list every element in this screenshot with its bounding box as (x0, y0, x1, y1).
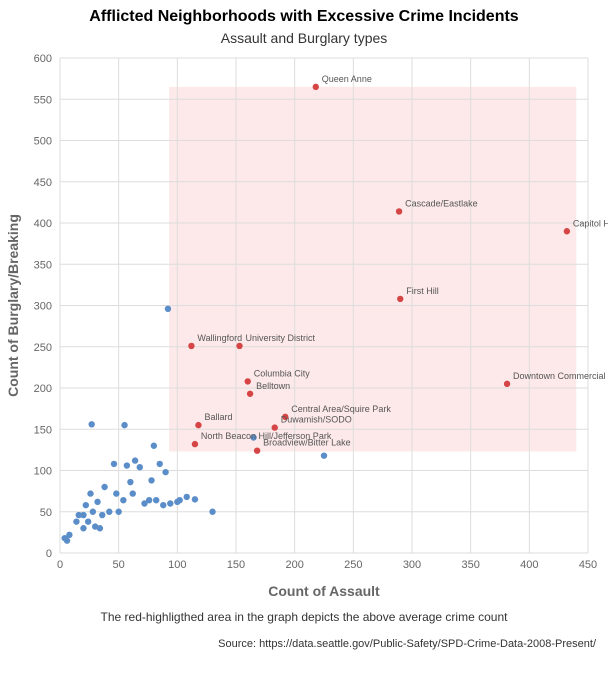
y-tick: 600 (34, 53, 52, 65)
x-tick: 50 (113, 559, 125, 571)
data-point (87, 490, 93, 496)
data-point (85, 518, 91, 524)
x-tick: 350 (461, 559, 479, 571)
x-tick: 100 (168, 559, 186, 571)
point-label: University District (246, 333, 316, 343)
data-point-highlighted (247, 391, 253, 397)
y-tick: 400 (34, 218, 52, 230)
y-tick: 200 (34, 383, 52, 395)
data-point (162, 469, 168, 475)
y-tick: 450 (34, 177, 52, 189)
chart-subtitle: Assault and Burglary types (0, 30, 608, 46)
data-point (80, 525, 86, 531)
data-point-highlighted (396, 208, 402, 214)
point-label: Wallingford (197, 333, 242, 343)
x-tick: 150 (227, 559, 245, 571)
point-label: Columbia City (254, 368, 311, 378)
chart-source: Source: https://data.seattle.gov/Public-… (0, 638, 608, 650)
data-point-highlighted (245, 378, 251, 384)
x-tick: 450 (579, 559, 597, 571)
data-point-highlighted (504, 381, 510, 387)
data-point (83, 502, 89, 508)
y-tick: 150 (34, 424, 52, 436)
data-point (209, 509, 215, 515)
x-tick: 200 (285, 559, 303, 571)
data-point (148, 477, 154, 483)
data-point (101, 484, 107, 490)
scatter-chart: 0 50 100 150 200 250 300 350 400 450 0 50 100 150 200 2… (0, 48, 608, 608)
y-tick: 300 (34, 301, 52, 313)
data-point-highlighted (254, 448, 260, 454)
point-label: Cascade/Eastlake (405, 198, 478, 208)
chart-caption: The red-highligthed area in the graph de… (0, 610, 608, 624)
data-point (176, 497, 182, 503)
data-point (113, 490, 119, 496)
data-point (94, 499, 100, 505)
data-point (153, 497, 159, 503)
y-tick: 550 (34, 94, 52, 106)
y-tick: 50 (40, 507, 52, 519)
data-point (130, 490, 136, 496)
chart-area: 0 50 100 150 200 250 300 350 400 450 0 50 100 150 200 2… (0, 48, 608, 608)
point-label: Ballard (204, 412, 232, 422)
data-point (120, 497, 126, 503)
point-label: Belltown (256, 381, 290, 391)
point-label: Queen Anne (322, 74, 372, 84)
y-tick: 250 (34, 342, 52, 354)
data-point (137, 464, 143, 470)
data-point (127, 479, 133, 485)
data-point (97, 525, 103, 531)
point-label: Central Area/Squire Park (291, 404, 391, 414)
data-point (66, 532, 72, 538)
x-axis-label: Count of Assault (268, 583, 380, 599)
y-axis-label: Count of Burglary/Breaking (5, 214, 21, 397)
point-label: First Hill (406, 286, 439, 296)
data-point (90, 509, 96, 515)
point-label: Capitol Hill (573, 218, 608, 228)
data-point-highlighted (313, 84, 319, 90)
point-label: Downtown Commercial Core (513, 371, 608, 381)
data-point (80, 512, 86, 518)
data-point (151, 443, 157, 449)
data-point (132, 457, 138, 463)
data-point (88, 421, 94, 427)
y-tick: 500 (34, 136, 52, 148)
data-point-highlighted (188, 343, 194, 349)
data-point (73, 518, 79, 524)
data-point (157, 461, 163, 467)
x-tick: 300 (403, 559, 421, 571)
data-point (121, 422, 127, 428)
data-point (111, 461, 117, 467)
data-point-highlighted (272, 424, 278, 430)
data-point (64, 537, 70, 543)
data-point-highlighted (195, 422, 201, 428)
point-label: Broadview/Bitter Lake (263, 438, 351, 448)
y-tick: 100 (34, 466, 52, 478)
data-point (106, 509, 112, 515)
x-tick: 250 (344, 559, 362, 571)
data-point (192, 496, 198, 502)
data-point-highlighted (397, 296, 403, 302)
data-point (124, 462, 130, 468)
point-label: Duwamish/SODO (281, 415, 352, 425)
data-point (160, 502, 166, 508)
y-tick: 350 (34, 259, 52, 271)
data-point (184, 494, 190, 500)
data-point (99, 512, 105, 518)
data-point (165, 306, 171, 312)
data-point-highlighted (192, 441, 198, 447)
chart-title: Afflicted Neighborhoods with Excessive C… (0, 8, 608, 26)
y-tick: 0 (46, 548, 52, 560)
x-tick: 0 (57, 559, 63, 571)
data-point-highlighted (236, 343, 242, 349)
highlight-region (169, 87, 576, 452)
data-point (115, 509, 121, 515)
data-point-highlighted (564, 228, 570, 234)
data-point (321, 452, 327, 458)
data-point (167, 500, 173, 506)
data-point (146, 497, 152, 503)
x-tick: 400 (520, 559, 538, 571)
